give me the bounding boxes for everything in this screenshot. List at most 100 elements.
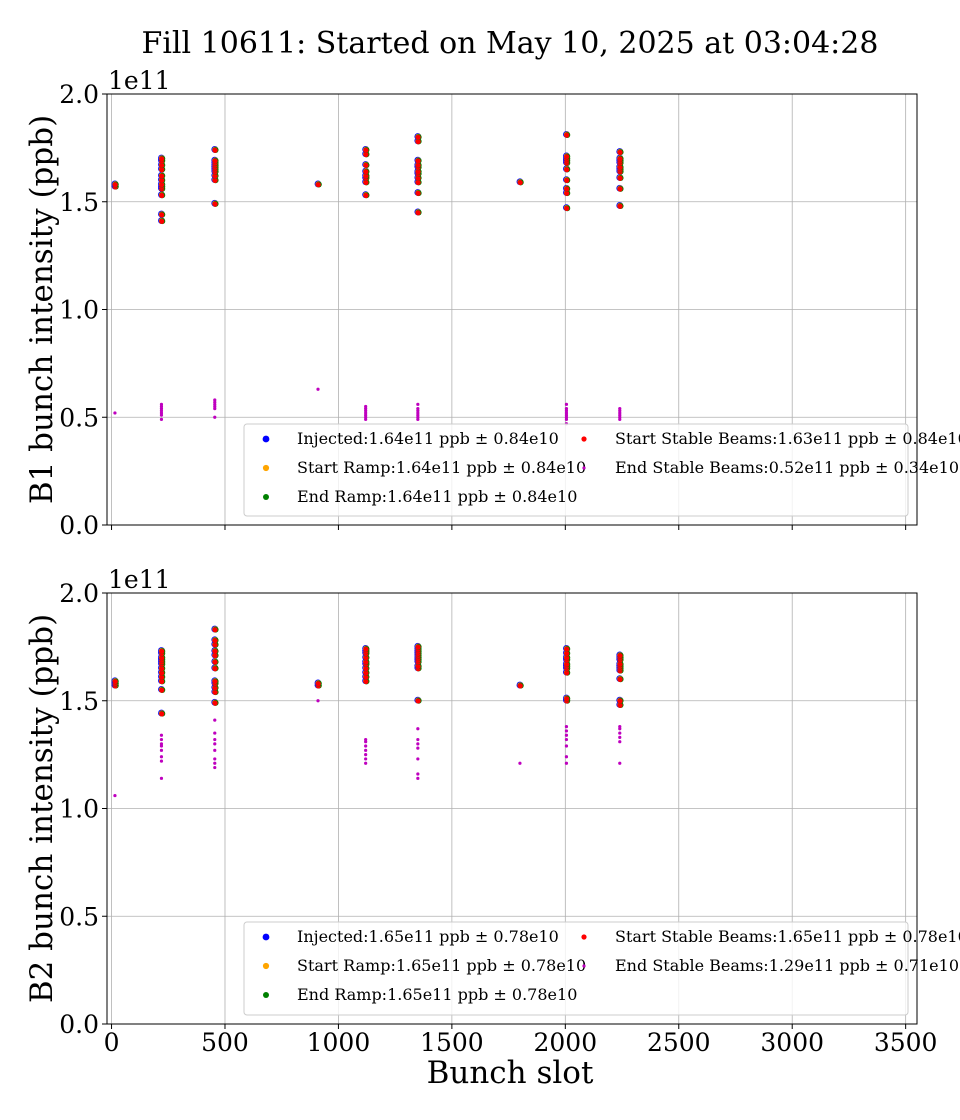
b1-start-stable-beams-point bbox=[617, 203, 623, 209]
b1-y-tick-label: 2.0 bbox=[59, 80, 99, 109]
b2-start-stable-beams-point bbox=[212, 678, 218, 685]
b2-start-stable-beams-point bbox=[212, 627, 218, 633]
b2-start-stable-beams-point bbox=[617, 702, 623, 708]
b2-end-stable-beams-point bbox=[364, 757, 368, 761]
b2-legend-entry-start-stable-beams: Start Stable Beams:1.65e11 ppb ± 0.78e10 bbox=[615, 927, 960, 946]
b2-end-stable-beams-point bbox=[213, 757, 217, 761]
b2-start-stable-beams-point bbox=[159, 655, 165, 661]
b2-end-stable-beams-point bbox=[564, 744, 569, 748]
b1-y-exponent-label: 1e11 bbox=[108, 66, 171, 95]
b2-start-stable-beams-point bbox=[363, 659, 369, 665]
b1-start-stable-beams-point bbox=[564, 154, 570, 160]
b2-end-stable-beams-point bbox=[416, 772, 420, 776]
b2-legend-marker-end-stable-beams bbox=[582, 964, 586, 968]
b2-start-stable-beams-point bbox=[415, 644, 421, 650]
b2-legend-marker-end-ramp bbox=[263, 992, 269, 998]
b2-start-stable-beams-point bbox=[564, 696, 570, 702]
b1-start-stable-beams-point bbox=[159, 167, 165, 173]
b1-start-stable-beams-point bbox=[212, 177, 218, 183]
b2-end-stable-beams-point bbox=[364, 748, 368, 752]
b1-start-stable-beams-point bbox=[617, 186, 623, 192]
b1-legend-marker-start-stable-beams bbox=[581, 436, 587, 442]
b2-start-stable-beams-point bbox=[159, 711, 165, 717]
b1-end-stable-beams-point bbox=[316, 387, 320, 391]
b1-end-stable-beams-point bbox=[159, 402, 164, 406]
b2-end-stable-beams-point bbox=[364, 753, 368, 757]
b1-start-stable-beams-point bbox=[212, 158, 218, 164]
b1-start-stable-beams-point bbox=[564, 186, 570, 192]
b1-y-tick-label: 1.0 bbox=[59, 296, 99, 325]
b2-x-tick-label: 2000 bbox=[534, 1028, 598, 1057]
b2-start-stable-beams-point bbox=[617, 661, 623, 667]
figure-title: Fill 10611: Started on May 10, 2025 at 0… bbox=[142, 26, 879, 61]
b1-start-stable-beams-point bbox=[564, 132, 570, 138]
b1-start-stable-beams-point bbox=[415, 134, 421, 140]
b1-start-stable-beams-point bbox=[112, 182, 118, 188]
b2-start-stable-beams-point bbox=[212, 666, 218, 672]
b1-start-stable-beams-point bbox=[212, 147, 218, 153]
b1-start-stable-beams-point bbox=[363, 173, 369, 179]
b2-end-stable-beams-point bbox=[564, 761, 569, 765]
b1-start-stable-beams-point bbox=[415, 169, 421, 175]
b1-start-stable-beams-point bbox=[159, 177, 165, 183]
b1-y-tick-label: 0.5 bbox=[59, 403, 99, 432]
b1-start-stable-beams-point bbox=[363, 151, 369, 158]
b2-end-stable-beams-point bbox=[159, 759, 164, 763]
b2-end-stable-beams-point bbox=[213, 765, 217, 770]
b2-intensity-panel: 0 500 1000 1500 2000 2500 3000 3500 0.0 0.5 1.0 1.5… bbox=[24, 565, 960, 1057]
b2-start-stable-beams-point bbox=[363, 674, 369, 680]
b1-legend-entry-injected: Injected:1.64e11 ppb ± 0.84e10 bbox=[297, 429, 559, 448]
b1-start-stable-beams-point bbox=[159, 212, 165, 218]
b1-start-stable-beams-point bbox=[517, 179, 523, 186]
b2-start-stable-beams-point bbox=[159, 648, 165, 654]
b1-end-stable-beams-point bbox=[159, 417, 164, 422]
b2-start-stable-beams-point bbox=[212, 642, 218, 648]
b1-start-stable-beams-point bbox=[159, 218, 165, 224]
b1-start-stable-beams-point bbox=[564, 167, 570, 173]
b2-x-tick-label: 1000 bbox=[307, 1028, 371, 1057]
b2-start-stable-beams-point bbox=[617, 676, 623, 683]
b1-ticks: 0.0 0.5 1.0 1.5 2.0 bbox=[59, 80, 907, 540]
b2-y-tick-label: 1.0 bbox=[59, 795, 99, 824]
b2-end-stable-beams-point bbox=[213, 742, 217, 746]
b2-legend-marker-injected bbox=[262, 933, 270, 941]
b1-start-stable-beams-point bbox=[617, 175, 623, 181]
b2-x-tick-label: 1500 bbox=[420, 1028, 484, 1057]
b1-legend-marker-start-ramp bbox=[262, 464, 270, 472]
b1-start-stable-beams-point bbox=[315, 182, 321, 188]
b2-start-stable-beams-point bbox=[159, 674, 165, 680]
b2-x-tick-label: 0 bbox=[104, 1028, 120, 1057]
b1-y-axis-label: B1 bunch intensity (ppb) bbox=[24, 115, 60, 504]
b2-start-stable-beams-point bbox=[617, 653, 623, 659]
b2-legend: Injected:1.65e11 ppb ± 0.78e10 Start Ramp… bbox=[243, 921, 960, 1016]
b2-legend-entry-start-ramp: Start Ramp:1.65e11 ppb ± 0.78e10 bbox=[297, 956, 586, 975]
b2-start-stable-beams-point bbox=[564, 670, 570, 676]
b1-legend-entry-end-ramp: End Ramp:1.64e11 ppb ± 0.84e10 bbox=[297, 487, 577, 506]
b2-end-stable-beams-point bbox=[213, 737, 217, 742]
b2-y-tick-label: 0.0 bbox=[59, 1010, 99, 1039]
b2-ticks: 0 500 1000 1500 2000 2500 3000 3500 0.0 0.5 1.0 1.5… bbox=[59, 579, 937, 1057]
b1-end-stable-beams-point bbox=[564, 407, 569, 411]
b2-legend-entry-end-ramp: End Ramp:1.65e11 ppb ± 0.78e10 bbox=[297, 985, 577, 1004]
b1-start-stable-beams-point bbox=[159, 182, 165, 188]
b2-end-stable-beams-point bbox=[159, 776, 164, 780]
b1-start-stable-beams-point bbox=[363, 192, 369, 199]
b2-start-stable-beams-point bbox=[112, 678, 118, 685]
b1-start-stable-beams-point bbox=[415, 175, 421, 181]
b2-end-stable-beams-point bbox=[159, 737, 164, 742]
b2-end-stable-beams-point bbox=[213, 761, 217, 765]
b2-start-stable-beams-point bbox=[212, 685, 218, 691]
b2-start-stable-beams-point bbox=[363, 646, 369, 652]
b1-end-stable-beams-point bbox=[113, 411, 117, 415]
b2-end-stable-beams-point bbox=[618, 740, 622, 744]
b1-start-stable-beams-point bbox=[363, 179, 369, 186]
b2-end-stable-beams-point bbox=[518, 761, 522, 765]
b2-start-stable-beams-point bbox=[415, 663, 421, 670]
b2-start-stable-beams-point bbox=[363, 666, 369, 672]
b2-start-stable-beams-point bbox=[212, 659, 218, 665]
b2-start-stable-beams-point bbox=[617, 698, 623, 704]
b1-end-stable-beams-point bbox=[416, 407, 420, 411]
b2-start-stable-beams-point bbox=[212, 700, 218, 706]
b2-start-stable-beams-point bbox=[415, 698, 421, 704]
